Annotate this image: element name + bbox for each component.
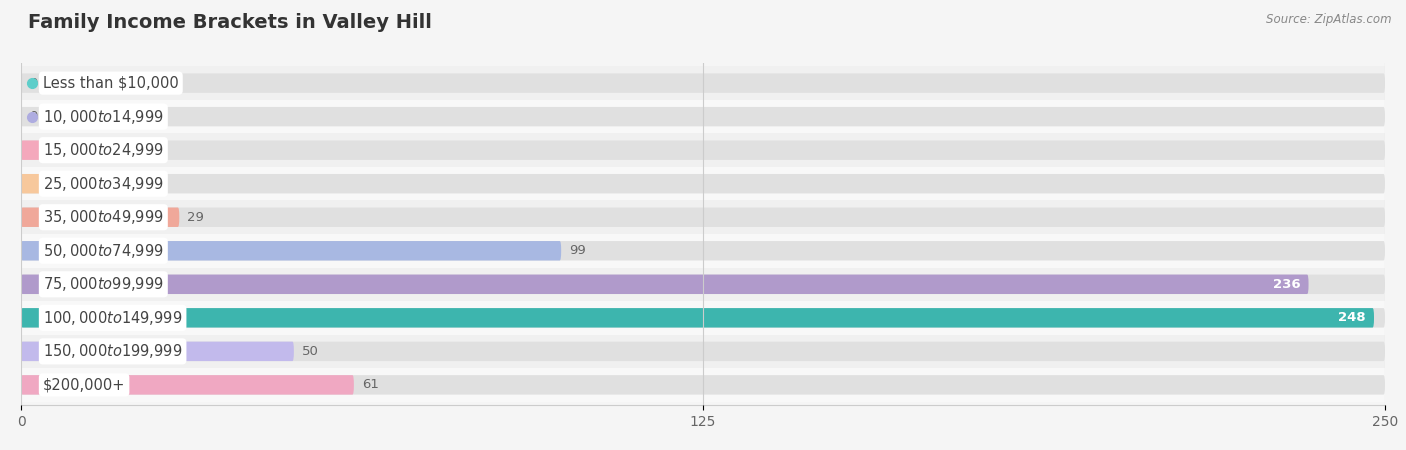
FancyBboxPatch shape xyxy=(21,207,1385,227)
Text: $150,000 to $199,999: $150,000 to $199,999 xyxy=(44,342,183,360)
Text: Less than $10,000: Less than $10,000 xyxy=(44,76,179,90)
Text: $50,000 to $74,999: $50,000 to $74,999 xyxy=(44,242,163,260)
FancyBboxPatch shape xyxy=(21,274,1309,294)
Text: 61: 61 xyxy=(363,378,380,392)
FancyBboxPatch shape xyxy=(21,342,1385,361)
Text: $25,000 to $34,999: $25,000 to $34,999 xyxy=(44,175,163,193)
FancyBboxPatch shape xyxy=(21,375,1385,395)
Text: 236: 236 xyxy=(1272,278,1301,291)
FancyBboxPatch shape xyxy=(21,140,1385,160)
FancyBboxPatch shape xyxy=(21,107,1385,126)
FancyBboxPatch shape xyxy=(21,368,1385,402)
Text: 0: 0 xyxy=(30,76,38,90)
Text: 11: 11 xyxy=(90,177,107,190)
FancyBboxPatch shape xyxy=(21,174,82,194)
FancyBboxPatch shape xyxy=(21,301,1385,335)
FancyBboxPatch shape xyxy=(21,167,1385,200)
FancyBboxPatch shape xyxy=(21,234,1385,268)
Text: 248: 248 xyxy=(1339,311,1365,324)
FancyBboxPatch shape xyxy=(21,140,70,160)
FancyBboxPatch shape xyxy=(21,207,180,227)
FancyBboxPatch shape xyxy=(21,268,1385,301)
FancyBboxPatch shape xyxy=(21,335,1385,368)
Text: 0: 0 xyxy=(30,110,38,123)
Text: Source: ZipAtlas.com: Source: ZipAtlas.com xyxy=(1267,14,1392,27)
Text: $35,000 to $49,999: $35,000 to $49,999 xyxy=(44,208,163,226)
FancyBboxPatch shape xyxy=(21,375,354,395)
FancyBboxPatch shape xyxy=(21,342,294,361)
Text: 99: 99 xyxy=(569,244,586,257)
Text: 29: 29 xyxy=(187,211,204,224)
FancyBboxPatch shape xyxy=(21,66,1385,100)
Text: 50: 50 xyxy=(302,345,319,358)
FancyBboxPatch shape xyxy=(21,308,1374,328)
FancyBboxPatch shape xyxy=(21,73,1385,93)
Text: $75,000 to $99,999: $75,000 to $99,999 xyxy=(44,275,163,293)
Text: $15,000 to $24,999: $15,000 to $24,999 xyxy=(44,141,163,159)
Text: $200,000+: $200,000+ xyxy=(44,378,125,392)
FancyBboxPatch shape xyxy=(21,241,1385,261)
Text: 9: 9 xyxy=(79,144,87,157)
FancyBboxPatch shape xyxy=(21,100,1385,133)
FancyBboxPatch shape xyxy=(21,308,1385,328)
Text: Family Income Brackets in Valley Hill: Family Income Brackets in Valley Hill xyxy=(28,14,432,32)
FancyBboxPatch shape xyxy=(21,133,1385,167)
Text: $100,000 to $149,999: $100,000 to $149,999 xyxy=(44,309,183,327)
FancyBboxPatch shape xyxy=(21,200,1385,234)
Text: $10,000 to $14,999: $10,000 to $14,999 xyxy=(44,108,163,126)
FancyBboxPatch shape xyxy=(21,274,1385,294)
FancyBboxPatch shape xyxy=(21,241,561,261)
FancyBboxPatch shape xyxy=(21,174,1385,194)
